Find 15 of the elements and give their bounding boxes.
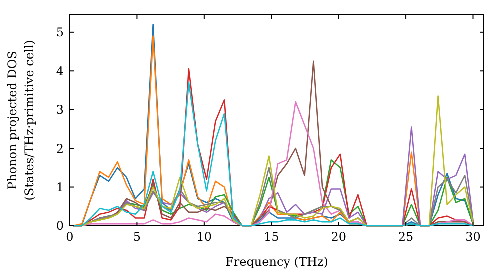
x-tick-label: 0 xyxy=(66,230,74,244)
x-tick-label: 20 xyxy=(331,230,346,244)
x-tick-label: 25 xyxy=(398,230,414,244)
x-axis-title: Frequency (THz) xyxy=(226,255,328,269)
y-tick-label: 2 xyxy=(56,142,64,156)
y-tick-label: 1 xyxy=(56,180,64,194)
x-tick-label: 10 xyxy=(196,230,212,244)
y-tick-label: 0 xyxy=(56,219,64,234)
x-tick-label: 15 xyxy=(264,230,280,244)
x-tick-label: 30 xyxy=(466,230,481,244)
y-axis-title: Phonon projected DOS (States/THz·primitive cell) xyxy=(6,40,36,201)
y-tick-label: 3 xyxy=(56,103,64,118)
y-tick-label: 5 xyxy=(56,26,64,40)
x-tick-label: 5 xyxy=(133,230,142,244)
y-tick-label: 4 xyxy=(56,64,64,78)
